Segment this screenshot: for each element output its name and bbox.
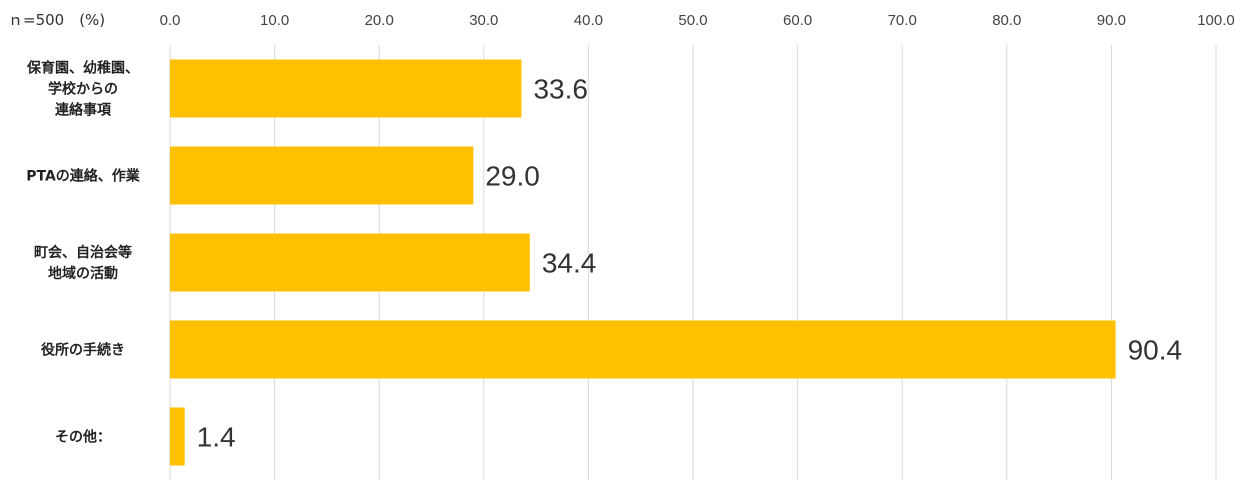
category-label-line: 役所の手続き	[41, 342, 125, 359]
x-tick-label: 90.0	[1097, 12, 1126, 29]
category-label: 保育園、幼稚園、学校からの連絡事項	[26, 60, 139, 119]
category-label-line: 地域の活動	[48, 265, 118, 282]
bar	[170, 146, 474, 205]
category-label-line: 学校からの	[48, 81, 118, 98]
data-label: 34.4	[542, 248, 597, 279]
category-label: PTAの連絡、作業	[26, 168, 141, 185]
category-label: その他：	[55, 429, 111, 446]
x-tick-label: 60.0	[783, 12, 812, 29]
x-tick-label: 80.0	[992, 12, 1021, 29]
data-label: 90.4	[1128, 335, 1183, 366]
value-labels: 33.6 29.0 34.4 90.4 1.4	[197, 74, 1182, 453]
x-tick-label: 70.0	[888, 12, 917, 29]
data-label: 33.6	[533, 74, 588, 105]
category-label-line: 保育園、幼稚園、	[26, 60, 139, 77]
bar	[170, 407, 185, 466]
x-axis-ticks: 0.0 10.0 20.0 30.0 40.0 50.0 60.0 70.0 80.0 90.0 1…	[160, 12, 1235, 29]
x-tick-label: 40.0	[574, 12, 603, 29]
x-tick-label: 10.0	[260, 12, 289, 29]
category-label: 町会、自治会等地域の活動	[34, 244, 132, 282]
category-label-line: 連絡事項	[55, 102, 112, 119]
x-tick-label: 0.0	[160, 12, 181, 29]
category-label: 役所の手続き	[41, 342, 125, 359]
bar	[170, 320, 1116, 379]
category-label-line: その他：	[55, 429, 111, 446]
sample-size-label: ｎ=500 (%)	[8, 11, 105, 29]
bar	[170, 233, 530, 292]
bars	[170, 59, 1116, 466]
data-label: 29.0	[485, 161, 539, 192]
x-tick-label: 20.0	[365, 12, 394, 29]
x-tick-label: 100.0	[1197, 12, 1235, 29]
bar	[170, 59, 522, 118]
x-tick-label: 30.0	[469, 12, 498, 29]
x-tick-label: 50.0	[678, 12, 707, 29]
data-label: 1.4	[197, 422, 236, 453]
category-labels: 保育園、幼稚園、学校からの連絡事項PTAの連絡、作業町会、自治会等地域の活動役所…	[26, 60, 141, 446]
category-label-line: 町会、自治会等	[34, 244, 132, 261]
category-label-line: PTAの連絡、作業	[26, 168, 141, 185]
